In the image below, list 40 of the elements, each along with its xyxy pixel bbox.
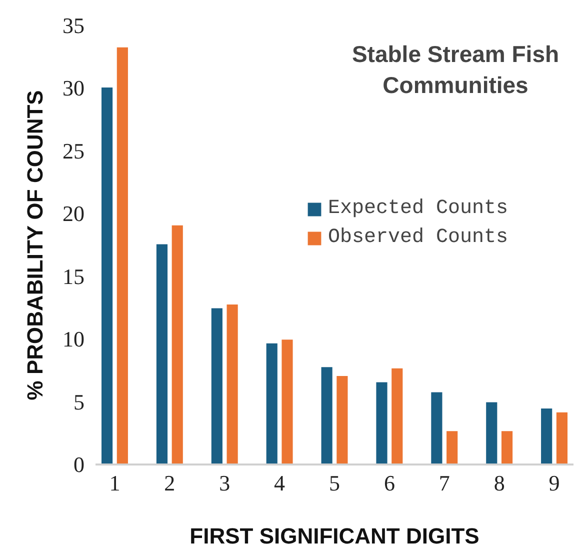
x-tick-label: 4 bbox=[274, 470, 286, 496]
bar bbox=[390, 367, 404, 464]
y-tick-label: 30 bbox=[62, 76, 84, 101]
x-tick-label: 5 bbox=[329, 470, 340, 496]
bar bbox=[555, 411, 569, 464]
bar bbox=[170, 224, 184, 464]
x-tick-label: 3 bbox=[219, 470, 230, 496]
x-tick-label: 7 bbox=[438, 470, 450, 496]
y-tick-label: 0 bbox=[74, 452, 84, 477]
y-tick-label: 25 bbox=[62, 138, 84, 164]
bar bbox=[116, 46, 129, 464]
x-tick-label: 9 bbox=[548, 470, 560, 496]
bar bbox=[226, 303, 239, 464]
legend-label: Expected Counts bbox=[328, 197, 508, 220]
x-tick-label: 6 bbox=[384, 470, 395, 496]
x-tick-label: 2 bbox=[164, 470, 176, 496]
x-axis-title: FIRST SIGNIFICANT DIGITS bbox=[190, 524, 480, 548]
y-tick-label: 15 bbox=[62, 264, 84, 289]
bar bbox=[155, 243, 169, 464]
bar bbox=[540, 408, 554, 464]
bar bbox=[485, 401, 498, 464]
bar bbox=[336, 374, 349, 464]
y-tick-label: 10 bbox=[62, 326, 84, 352]
bar bbox=[446, 430, 459, 464]
legend-label: Observed Counts bbox=[328, 226, 508, 249]
y-tick-label: 5 bbox=[74, 389, 84, 414]
bar bbox=[375, 381, 388, 464]
bar bbox=[280, 338, 294, 464]
y-tick-label: 20 bbox=[62, 201, 84, 226]
bar bbox=[500, 430, 514, 464]
text: Stable Stream Fish Communities bbox=[352, 40, 560, 98]
bar bbox=[100, 86, 114, 464]
x-tick-label: 1 bbox=[109, 470, 120, 496]
bar bbox=[320, 366, 334, 464]
bar bbox=[265, 342, 278, 464]
x-tick-label: 8 bbox=[494, 470, 505, 496]
bar bbox=[210, 307, 224, 464]
y-axis-title: % PROBABILITY OF COUNTS bbox=[22, 90, 48, 400]
bar bbox=[430, 391, 444, 464]
y-tick-label: 35 bbox=[62, 13, 84, 38]
